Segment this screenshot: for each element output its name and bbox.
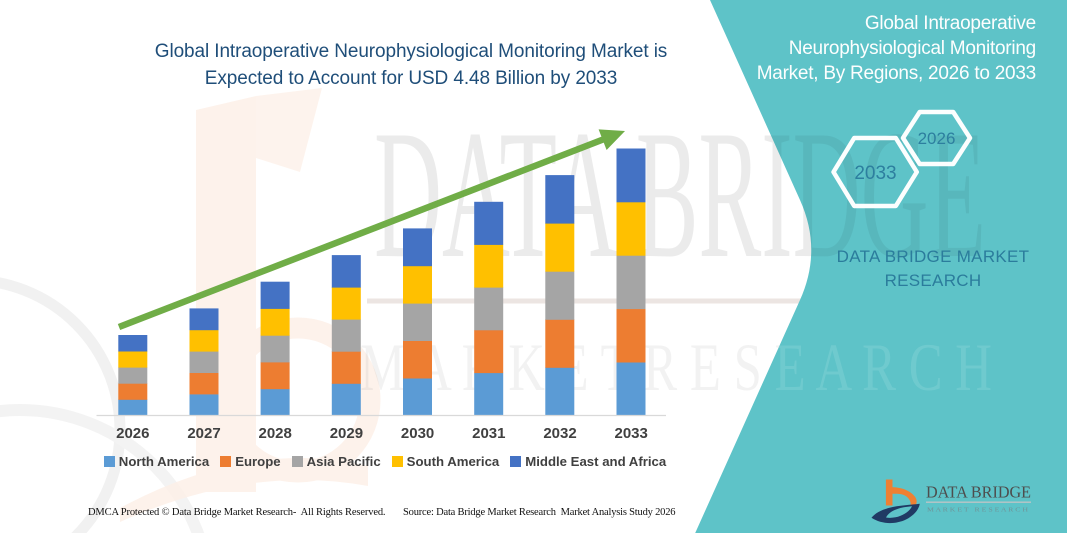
- svg-text:DATA BRIDGE: DATA BRIDGE: [926, 483, 1031, 502]
- svg-text:2033: 2033: [854, 163, 896, 184]
- svg-text:M A R K E T R E S E A R C H: M A R K E T R E S E A R C H: [927, 507, 1028, 514]
- svg-text:2026: 2026: [918, 129, 956, 148]
